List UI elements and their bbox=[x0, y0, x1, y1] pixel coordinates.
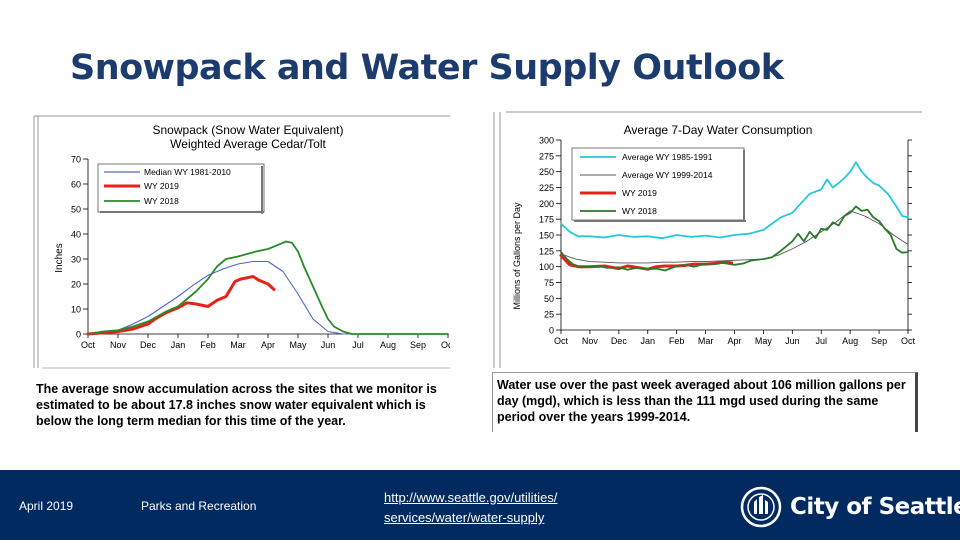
x-tick-label: Apr bbox=[261, 340, 275, 350]
consumption-y-axis-label: Millions of Gallons per Day bbox=[512, 202, 522, 310]
x-tick-label: Jan bbox=[171, 340, 186, 350]
x-tick-label: Jun bbox=[321, 340, 336, 350]
snowpack-chart-subtitle: Weighted Average Cedar/Tolt bbox=[170, 137, 326, 151]
y-tick-label: 50 bbox=[71, 205, 81, 215]
x-tick-label: May bbox=[289, 340, 307, 350]
snowpack-chart: Snowpack (Snow Water Equivalent) Weighte… bbox=[33, 115, 450, 369]
x-tick-label: Oct bbox=[901, 336, 916, 346]
slide-title: Snowpack and Water Supply Outlook bbox=[70, 48, 784, 88]
series-line-wy-2018 bbox=[87, 240, 449, 335]
legend-avg-1985-label: Average WY 1985-1991 bbox=[622, 152, 713, 162]
consumption-chart-title: Average 7-Day Water Consumption bbox=[624, 123, 813, 137]
y-tick-label: 60 bbox=[71, 180, 81, 190]
y-tick-label: 0 bbox=[549, 326, 554, 336]
x-tick-label: Oct bbox=[554, 336, 569, 346]
x-tick-label: Jan bbox=[640, 336, 655, 346]
y-tick-label: 70 bbox=[71, 155, 81, 165]
legend-wy2018-label: WY 2018 bbox=[144, 196, 179, 206]
consumption-caption-box bbox=[492, 372, 918, 432]
series-line-average-wy-1985-1991 bbox=[560, 161, 909, 240]
footer-department: Parks and Recreation bbox=[141, 499, 257, 513]
consumption-legend: Average WY 1985-1991 Average WY 1999-201… bbox=[571, 147, 746, 222]
snowpack-plot-area: 0 10 20 30 40 50 60 70 Oct Nov Dec Jan Feb Mar Apr May J… bbox=[71, 155, 450, 351]
y-tick-label: 300 bbox=[539, 136, 554, 146]
x-tick-label: Nov bbox=[582, 336, 599, 346]
x-tick-label: Mar bbox=[698, 336, 714, 346]
legend-wy2019-cons-label: WY 2019 bbox=[622, 188, 657, 198]
city-seal-icon bbox=[740, 486, 782, 528]
x-tick-label: Sep bbox=[410, 340, 426, 350]
y-tick-label: 25 bbox=[544, 310, 554, 320]
y-tick-label: 150 bbox=[539, 231, 554, 241]
water-supply-link[interactable]: http://www.seattle.gov/utilities/ servic… bbox=[384, 488, 644, 528]
y-tick-label: 20 bbox=[71, 280, 81, 290]
water-supply-link-line2: services/water/water-supply bbox=[384, 510, 545, 525]
snowpack-chart-title: Snowpack (Snow Water Equivalent) bbox=[153, 123, 344, 137]
snowpack-chart-panel: Snowpack (Snow Water Equivalent) Weighte… bbox=[32, 112, 450, 370]
y-tick-label: 40 bbox=[71, 230, 81, 240]
x-tick-label: Nov bbox=[110, 340, 127, 350]
x-tick-label: Aug bbox=[380, 340, 396, 350]
snowpack-legend: Median WY 1981-2010 WY 2019 WY 2018 bbox=[97, 163, 265, 214]
x-tick-label: Feb bbox=[669, 336, 685, 346]
y-tick-label: 225 bbox=[539, 183, 554, 193]
city-logo-text: City of Seattle bbox=[790, 494, 960, 520]
x-tick-label: Apr bbox=[727, 336, 741, 346]
y-tick-label: 275 bbox=[539, 151, 554, 161]
x-tick-label: Jul bbox=[352, 340, 364, 350]
y-tick-label: 200 bbox=[539, 199, 554, 209]
footer-date: April 2019 bbox=[19, 499, 74, 513]
y-tick-label: 30 bbox=[71, 255, 81, 265]
y-tick-label: 75 bbox=[544, 278, 554, 288]
x-tick-label: Sep bbox=[871, 336, 887, 346]
y-tick-label: 100 bbox=[539, 262, 554, 272]
x-tick-label: Oct bbox=[81, 340, 96, 350]
x-tick-label: Jun bbox=[785, 336, 800, 346]
x-tick-label: Mar bbox=[230, 340, 246, 350]
snowpack-y-axis-label: Inches bbox=[54, 243, 65, 272]
x-tick-label: Oct bbox=[441, 340, 450, 350]
footer-bar bbox=[0, 470, 960, 540]
legend-median-label: Median WY 1981-2010 bbox=[144, 167, 231, 177]
consumption-chart: Average 7-Day Water Consumption Millions… bbox=[493, 111, 922, 368]
snowpack-caption: The average snow accumulation across the… bbox=[36, 382, 437, 428]
water-supply-link-line1: http://www.seattle.gov/utilities/ bbox=[384, 490, 558, 505]
x-tick-label: Dec bbox=[611, 336, 628, 346]
x-tick-label: Aug bbox=[842, 336, 858, 346]
y-tick-label: 0 bbox=[76, 330, 81, 340]
y-tick-label: 50 bbox=[544, 294, 554, 304]
x-tick-label: May bbox=[755, 336, 773, 346]
series-line-wy-2019 bbox=[86, 275, 276, 336]
series-line-average-wy-1999-2014 bbox=[560, 210, 909, 264]
consumption-plot-area: 0 25 50 75 100 125 150 175 200 225 250 275 300 Oct Nov… bbox=[539, 136, 916, 347]
y-tick-label: 125 bbox=[539, 246, 554, 256]
y-tick-label: 175 bbox=[539, 215, 554, 225]
y-tick-label: 250 bbox=[539, 167, 554, 177]
consumption-chart-panel: Average 7-Day Water Consumption Millions… bbox=[492, 110, 922, 370]
consumption-caption: Water use over the past week averaged ab… bbox=[497, 378, 906, 424]
series-line-wy-2018 bbox=[560, 205, 909, 272]
legend-avg-1999-label: Average WY 1999-2014 bbox=[622, 170, 713, 180]
x-tick-label: Jul bbox=[815, 336, 827, 346]
y-tick-label: 10 bbox=[71, 305, 81, 315]
x-tick-label: Feb bbox=[200, 340, 216, 350]
x-tick-label: Dec bbox=[140, 340, 157, 350]
legend-wy2018-cons-label: WY 2018 bbox=[622, 206, 657, 216]
legend-wy2019-label: WY 2019 bbox=[144, 181, 179, 191]
